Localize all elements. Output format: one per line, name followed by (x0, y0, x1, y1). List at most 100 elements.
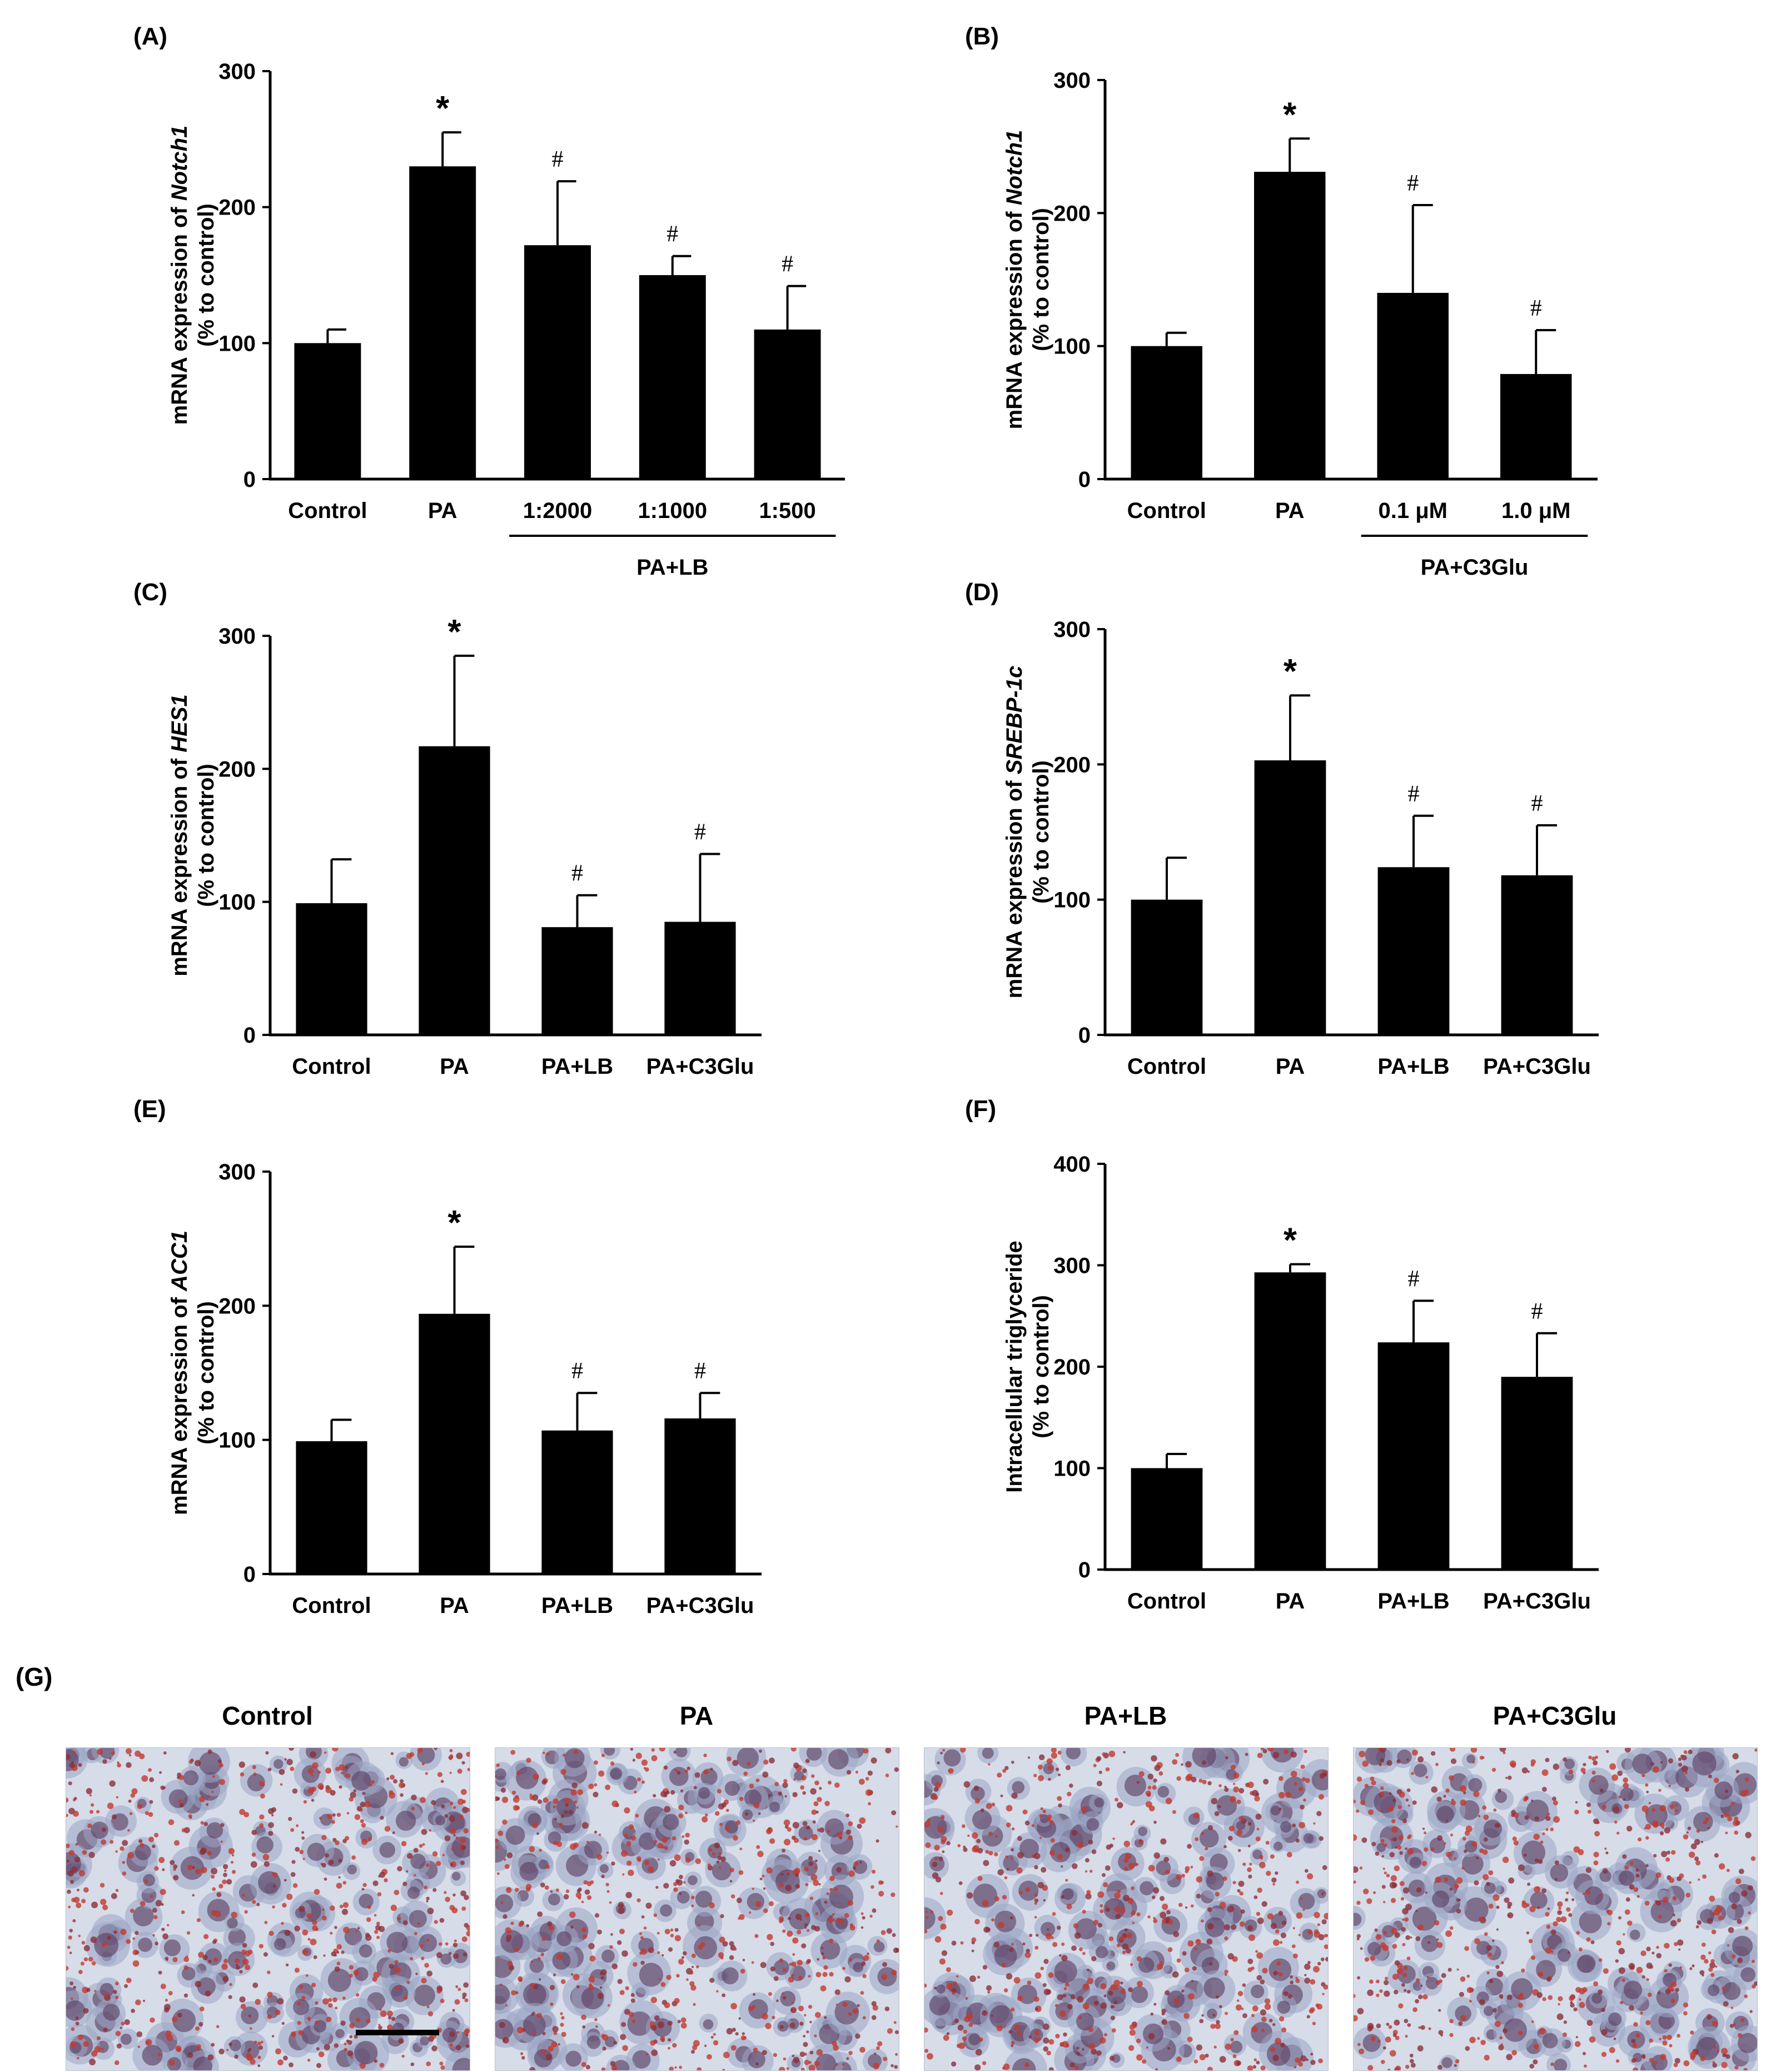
cell-nucleus (722, 1967, 739, 1985)
lipid-droplet (1382, 1867, 1385, 1870)
lipid-droplet (1034, 1893, 1038, 1897)
lipid-droplet (1176, 1874, 1182, 1880)
lipid-droplet (162, 1933, 168, 1940)
lipid-droplet (168, 1819, 175, 1825)
lipid-droplet (1058, 1803, 1062, 1808)
lipid-droplet (1621, 1978, 1625, 1982)
lipid-droplet (849, 1923, 854, 1927)
lipid-droplet (593, 1791, 599, 1797)
lipid-droplet (582, 2025, 586, 2029)
lipid-droplet (543, 1797, 549, 1803)
lipid-droplet (1403, 1966, 1408, 1970)
lipid-droplet (680, 2017, 686, 2023)
lipid-droplet (791, 1961, 797, 1967)
lipid-droplet (824, 1801, 830, 1806)
lipid-droplet (1570, 2001, 1573, 2004)
lipid-droplet (670, 1790, 675, 1795)
lipid-droplet (1199, 1856, 1205, 1861)
lipid-droplet (1387, 1806, 1394, 1812)
lipid-droplet (1014, 2024, 1021, 2031)
lipid-droplet (149, 1800, 153, 1804)
lipid-droplet (924, 2049, 929, 2053)
lipid-droplet (1255, 1836, 1261, 1841)
lipid-droplet (152, 1844, 156, 1849)
lipid-droplet (570, 1925, 574, 1929)
lipid-droplet (784, 1839, 790, 1846)
lipid-droplet (322, 1998, 329, 2005)
lipid-droplet (73, 1986, 76, 1989)
lipid-droplet (1546, 1924, 1551, 1929)
lipid-droplet (328, 1859, 334, 1865)
lipid-droplet (848, 2050, 853, 2055)
lipid-droplet (248, 2014, 251, 2018)
y-tick-label: 0 (1078, 1023, 1091, 1048)
lipid-droplet (369, 1782, 372, 1787)
lipid-droplet (1275, 1929, 1280, 1934)
lipid-droplet (1261, 2016, 1267, 2023)
lipid-droplet (1662, 2035, 1667, 2040)
lipid-droplet (350, 1792, 356, 1799)
cell-nucleus (344, 1927, 362, 1946)
lipid-droplet (247, 2049, 251, 2053)
lipid-droplet (208, 1795, 211, 1797)
lipid-droplet (1368, 1809, 1374, 1815)
lipid-droplet (1049, 1850, 1055, 1856)
lipid-droplet (211, 1790, 214, 1794)
lipid-droplet (101, 2048, 104, 2051)
lipid-droplet (544, 1885, 549, 1890)
lipid-droplet (195, 1980, 202, 1988)
lipid-droplet (1644, 1900, 1650, 1906)
lipid-droplet (518, 1922, 524, 1927)
lipid-droplet (1255, 1950, 1258, 1953)
cell-nucleus (584, 1841, 602, 1859)
lipid-droplet (792, 1822, 799, 1829)
cell-nucleus (924, 1816, 947, 1839)
y-tick-label: 100 (1053, 1457, 1091, 1481)
lipid-droplet (1178, 1902, 1183, 1907)
lipid-droplet (937, 1761, 940, 1765)
lipid-droplet (132, 1937, 135, 1940)
lipid-droplet (355, 1930, 358, 1932)
lipid-droplet (1537, 1906, 1540, 1909)
lipid-droplet (83, 2041, 89, 2047)
lipid-droplet (378, 2025, 382, 2030)
lipid-droplet (1364, 1784, 1369, 1788)
lipid-droplet (982, 1900, 989, 1907)
lipid-droplet (1298, 1786, 1304, 1792)
lipid-droplet (649, 2021, 655, 2026)
lipid-droplet (581, 2061, 586, 2067)
lipid-droplet (374, 1914, 377, 1917)
lipid-droplet (448, 1951, 452, 1955)
lipid-droplet (1695, 1860, 1701, 1866)
lipid-droplet (325, 1767, 332, 1774)
lipid-droplet (1479, 1755, 1484, 1760)
lipid-droplet (1478, 1815, 1481, 1818)
lipid-droplet (924, 1821, 931, 1828)
lipid-droplet (1591, 1770, 1596, 1775)
lipid-droplet (1611, 1774, 1619, 1781)
lipid-droplet (126, 1978, 132, 1984)
significance-hash: # (552, 147, 564, 172)
lipid-droplet (1551, 1796, 1556, 1801)
lipid-droplet (1201, 1919, 1204, 1923)
cell-nucleus (386, 1931, 408, 1953)
lipid-droplet (1193, 1812, 1200, 1819)
lipid-droplet (67, 1870, 74, 1877)
lipid-droplet (1034, 1865, 1038, 1870)
lipid-droplet (82, 1986, 89, 1994)
lipid-droplet (1712, 2020, 1718, 2026)
lipid-droplet (1100, 1904, 1103, 1907)
lipid-droplet (1406, 1956, 1411, 1960)
lipid-droplet (703, 1769, 709, 1775)
lipid-droplet (1002, 1769, 1007, 1773)
lipid-droplet (1160, 1838, 1167, 1845)
lipid-droplet (681, 1835, 685, 1838)
lipid-droplet (784, 1795, 787, 1798)
lipid-droplet (1225, 1756, 1228, 1760)
lipid-droplet (1512, 1836, 1517, 1841)
category-label: 1.0 μM (1501, 499, 1571, 523)
lipid-droplet (1645, 1783, 1649, 1787)
lipid-droplet (1224, 1787, 1229, 1792)
category-label: PA (440, 1054, 469, 1079)
lipid-droplet (1694, 1839, 1700, 1845)
